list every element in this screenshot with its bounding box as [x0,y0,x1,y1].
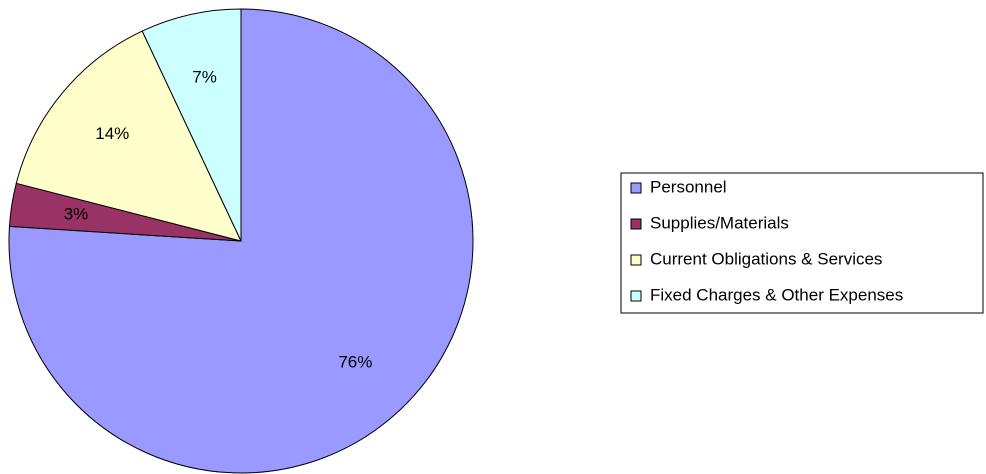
legend-box [620,172,984,314]
legend-swatch [630,290,642,302]
legend-label: Current Obligations & Services [650,249,882,268]
legend-swatch [630,182,642,194]
pie-slice [15,30,242,242]
data-label: 7% [192,67,217,86]
data-label: 3% [64,204,89,223]
legend-swatch [630,254,642,266]
data-label: 14% [95,124,129,143]
legend-label: Personnel [650,177,727,196]
legend-label: Fixed Charges & Other Expenses [650,285,903,304]
pie-slice [141,8,242,242]
legend-label: Supplies/Materials [650,213,789,232]
legend-swatch [630,218,642,230]
data-label: 76% [338,352,372,371]
